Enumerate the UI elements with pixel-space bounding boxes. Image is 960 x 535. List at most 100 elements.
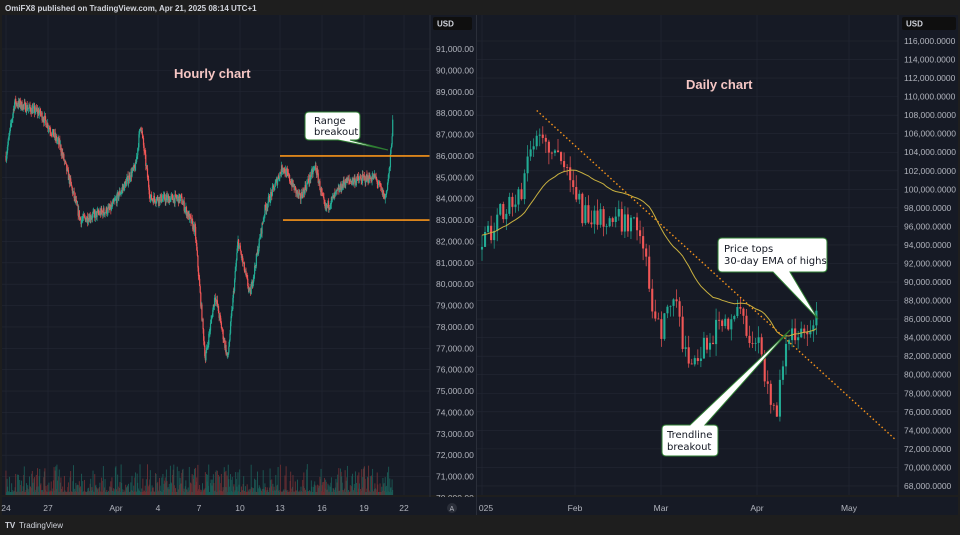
candle-up <box>82 218 84 220</box>
volume-bar <box>266 487 268 495</box>
candle-down <box>76 201 78 206</box>
daily-time-axis[interactable] <box>477 497 958 515</box>
volume-bar <box>357 488 359 495</box>
volume-bar <box>90 490 92 495</box>
candle-down <box>191 218 193 221</box>
volume-bar <box>192 491 194 495</box>
volume-bar <box>66 491 68 495</box>
volume-bar <box>24 491 26 495</box>
volume-bar <box>48 482 50 495</box>
volume-bar <box>102 466 104 495</box>
price-tick-label: 91,000.00 <box>436 44 474 54</box>
candle-up <box>487 225 490 232</box>
price-tick-label: 70,000.0000 <box>904 462 952 472</box>
volume-bar <box>108 490 109 495</box>
candle-down <box>154 199 156 203</box>
volume-bar <box>64 490 66 495</box>
volume-bar <box>51 491 53 495</box>
volume-bar <box>141 491 143 495</box>
volume-bar <box>252 491 254 495</box>
candle-up <box>593 210 596 225</box>
volume-bar <box>157 481 159 495</box>
volume-bar <box>344 470 346 495</box>
hourly-price-axis[interactable] <box>430 15 476 495</box>
volume-bar <box>125 487 127 495</box>
volume-bar <box>283 491 285 495</box>
hourly-time-ticks: 24 27 Apr 4 7 10 13 16 19 22 <box>1 503 409 513</box>
daily-plot-area[interactable] <box>477 15 898 495</box>
volume-bar <box>204 472 206 495</box>
volume-bar <box>262 488 264 495</box>
candle-up <box>313 168 315 171</box>
tradingview-logo[interactable]: TV TradingView <box>5 521 63 530</box>
volume-bar <box>279 489 281 495</box>
candle-down <box>242 256 244 263</box>
candle-up <box>205 353 207 361</box>
candle-down <box>215 297 217 302</box>
volume-bar <box>152 487 154 495</box>
time-tick-label: 7 <box>197 503 202 513</box>
candle-down <box>44 116 47 121</box>
volume-bar <box>324 488 326 495</box>
candle-up <box>139 128 141 131</box>
callout-text: Price tops <box>724 244 773 255</box>
volume-bar <box>88 487 89 495</box>
auto-scale-button[interactable] <box>447 503 457 513</box>
volume-bar <box>93 491 95 495</box>
volume-bar <box>294 481 296 495</box>
volume-bar <box>11 483 13 495</box>
volume-bar <box>247 492 249 495</box>
candle-up <box>252 276 255 284</box>
volume-bar <box>314 491 316 495</box>
price-tick-label: 88,000.0000 <box>904 296 952 306</box>
candle-up <box>553 150 557 153</box>
volume-bar <box>154 491 156 495</box>
candle-up <box>155 201 157 203</box>
price-tick-label: 73,000.00 <box>436 429 474 439</box>
candle-up <box>87 221 89 223</box>
volume-bar <box>52 488 54 495</box>
candle-down <box>198 276 200 279</box>
candle-down <box>148 187 150 195</box>
volume-bar <box>101 480 103 495</box>
candle-down <box>288 175 291 182</box>
candle-down <box>590 222 593 225</box>
volume-bar <box>57 480 58 495</box>
candle-down <box>380 186 382 189</box>
time-tick-label: 19 <box>359 503 369 513</box>
volume-bar <box>358 472 360 495</box>
volume-bar <box>257 471 258 495</box>
volume-bar <box>29 486 31 495</box>
candle-down <box>281 165 283 172</box>
daily-chart-pane[interactable]: Daily chart Price tops 30-day EMA of hig… <box>477 15 958 515</box>
volume-bar <box>12 491 14 495</box>
candle-up <box>253 274 255 277</box>
hourly-chart-pane[interactable]: Hourly chart Range breakout USD 91,000.0… <box>1 15 476 515</box>
volume-bar <box>317 484 319 495</box>
candle-down <box>160 194 162 202</box>
candle-down <box>50 131 52 134</box>
hourly-plot-area[interactable] <box>2 15 430 495</box>
candle-up <box>270 192 272 202</box>
candle-down <box>657 318 660 320</box>
volume-bar <box>216 470 218 495</box>
volume-bar <box>351 476 353 495</box>
candle-down <box>83 215 86 217</box>
candle-down <box>119 191 121 195</box>
volume-bar <box>47 491 49 495</box>
daily-price-axis[interactable] <box>898 15 958 495</box>
candle-down <box>65 162 67 165</box>
volume-bar <box>391 479 393 495</box>
candle-down <box>67 168 69 171</box>
volume-bar <box>70 491 72 495</box>
candle-down <box>63 154 65 161</box>
volume-bar <box>81 491 83 495</box>
candle-down <box>202 319 204 330</box>
candle-down <box>321 192 323 194</box>
hourly-time-axis[interactable] <box>2 497 476 515</box>
volume-bar <box>378 491 380 495</box>
candle-down <box>572 180 575 188</box>
candle-down <box>71 187 74 194</box>
candle-up <box>384 197 386 199</box>
candle-down <box>67 170 70 180</box>
